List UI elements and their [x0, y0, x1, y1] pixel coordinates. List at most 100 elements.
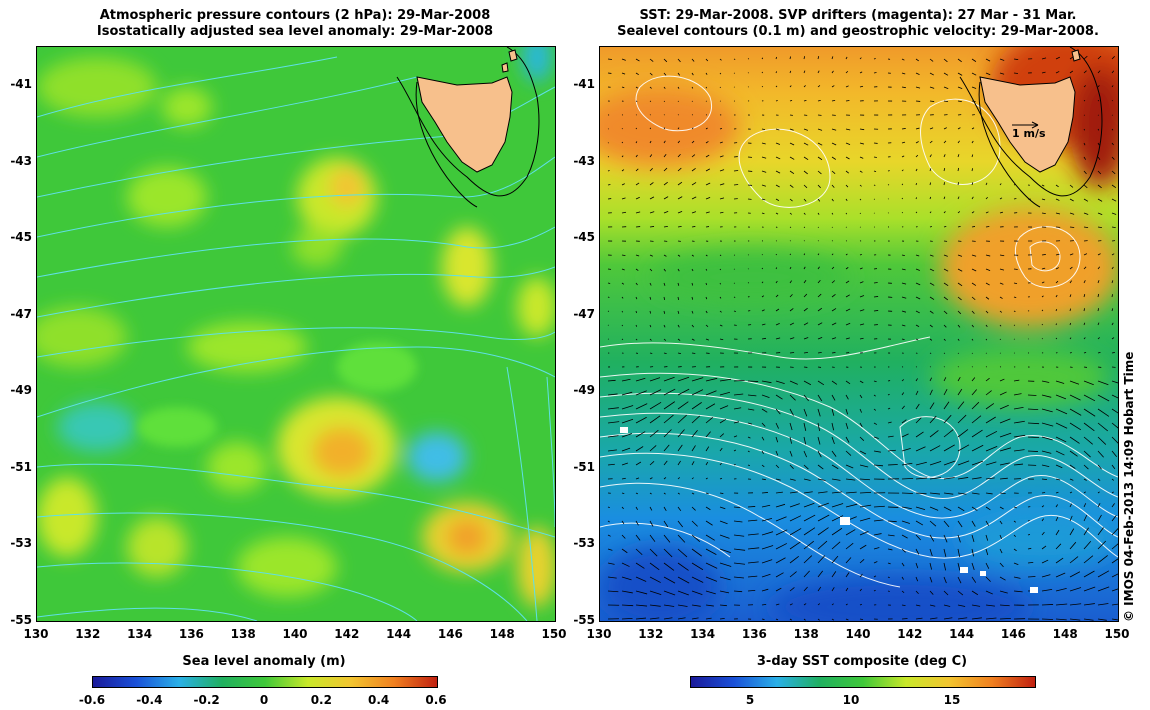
- velocity-vector: [929, 72, 934, 76]
- velocity-vector: [1041, 478, 1048, 480]
- velocity-vector: [1013, 520, 1017, 523]
- velocity-vector: [1111, 266, 1114, 270]
- velocity-vector: [761, 309, 765, 312]
- velocity-vector: [1041, 323, 1043, 326]
- velocity-vector: [1041, 254, 1046, 256]
- velocity-vector: [901, 405, 905, 410]
- velocity-vector: [915, 506, 926, 510]
- velocity-vector: [817, 322, 823, 326]
- sst-map-panel[interactable]: 1 m/s: [599, 46, 1119, 622]
- velocity-vector: [705, 141, 709, 144]
- velocity-vector: [831, 100, 836, 102]
- velocity-vector: [971, 617, 982, 620]
- velocity-vector: [1055, 603, 1068, 606]
- velocity-vector: [985, 390, 992, 396]
- velocity-vector: [971, 254, 977, 257]
- velocity-vector: [747, 533, 759, 536]
- velocity-vector: [831, 142, 837, 146]
- velocity-vector: [733, 463, 736, 466]
- velocity-vector: [929, 445, 941, 452]
- velocity-vector: [831, 280, 836, 284]
- velocity-vector: [705, 446, 710, 452]
- velocity-vector: [859, 323, 865, 326]
- velocity-vector: [761, 588, 769, 592]
- velocity-vector: [677, 590, 689, 596]
- velocity-vector: [999, 296, 1003, 299]
- velocity-vector: [775, 184, 780, 188]
- velocity-vector: [1111, 573, 1118, 578]
- velocity-vector: [1083, 586, 1096, 592]
- velocity-vector: [677, 140, 681, 144]
- velocity-vector: [1083, 128, 1086, 131]
- velocity-vector: [803, 280, 807, 284]
- velocity-vector: [635, 477, 640, 480]
- velocity-vector: [649, 520, 654, 527]
- velocity-vector: [1111, 128, 1114, 131]
- velocity-vector: [1111, 491, 1114, 494]
- velocity-vector: [957, 590, 964, 596]
- velocity-vector: [607, 407, 619, 410]
- velocity-vector: [985, 282, 990, 286]
- velocity-vector: [747, 547, 760, 550]
- velocity-vector: [747, 590, 756, 592]
- velocity-vector: [817, 436, 821, 445]
- velocity-vector: [971, 226, 976, 228]
- sla-map-panel[interactable]: [36, 46, 556, 622]
- velocity-vector: [1111, 170, 1116, 175]
- velocity-vector: [915, 296, 921, 300]
- velocity-vector: [887, 435, 894, 438]
- velocity-vector: [691, 562, 704, 571]
- velocity-vector: [985, 254, 991, 257]
- velocity-vector: [1097, 293, 1100, 298]
- velocity-vector: [677, 310, 680, 314]
- velocity-vector: [663, 506, 667, 512]
- velocity-vector: [929, 617, 938, 620]
- velocity-vector: [957, 127, 961, 130]
- velocity-vector: [943, 444, 955, 452]
- velocity-vector: [635, 154, 638, 158]
- velocity-vector: [1097, 212, 1103, 215]
- velocity-vector: [691, 268, 694, 272]
- velocity-vector: [943, 388, 948, 396]
- sst-map-svg: [600, 47, 1118, 621]
- velocity-vector: [775, 322, 780, 326]
- velocity-vector: [719, 86, 721, 88]
- velocity-vector: [971, 72, 977, 76]
- velocity-vector: [635, 338, 638, 341]
- velocity-vector: [621, 405, 634, 410]
- lat-tick-label: -45: [573, 230, 595, 244]
- velocity-vector: [1111, 212, 1117, 215]
- velocity-vector: [719, 391, 731, 396]
- velocity-vector: [929, 520, 937, 527]
- velocity-vector: [705, 86, 708, 89]
- velocity-vector: [831, 380, 838, 385]
- velocity-vector: [901, 324, 906, 327]
- velocity-vector: [789, 380, 798, 385]
- velocity-vector: [649, 72, 653, 76]
- velocity-vector: [761, 478, 766, 481]
- velocity-vector: [1069, 184, 1074, 188]
- velocity-vector: [691, 338, 695, 341]
- velocity-vector: [635, 534, 641, 541]
- velocity-vector: [649, 477, 653, 480]
- velocity-vector: [915, 182, 918, 186]
- velocity-vector: [873, 58, 876, 60]
- lon-tick-label: 130: [23, 627, 49, 641]
- velocity-vector: [635, 562, 645, 569]
- velocity-vector: [859, 517, 871, 522]
- velocity-vector: [1097, 540, 1107, 550]
- lat-tick-label: -43: [573, 153, 595, 168]
- velocity-vector: [985, 492, 993, 495]
- velocity-vector: [649, 100, 652, 102]
- velocity-vector: [705, 604, 714, 607]
- velocity-vector: [775, 71, 778, 74]
- velocity-vector: [943, 268, 949, 272]
- velocity-vector: [971, 127, 975, 130]
- velocity-vector: [649, 310, 651, 314]
- velocity-vector: [705, 268, 708, 271]
- velocity-vector: [789, 571, 797, 578]
- velocity-vector: [649, 196, 655, 200]
- velocity-vector: [873, 464, 884, 467]
- lon-tick-label: 142: [334, 627, 360, 641]
- velocity-vector: [663, 254, 667, 257]
